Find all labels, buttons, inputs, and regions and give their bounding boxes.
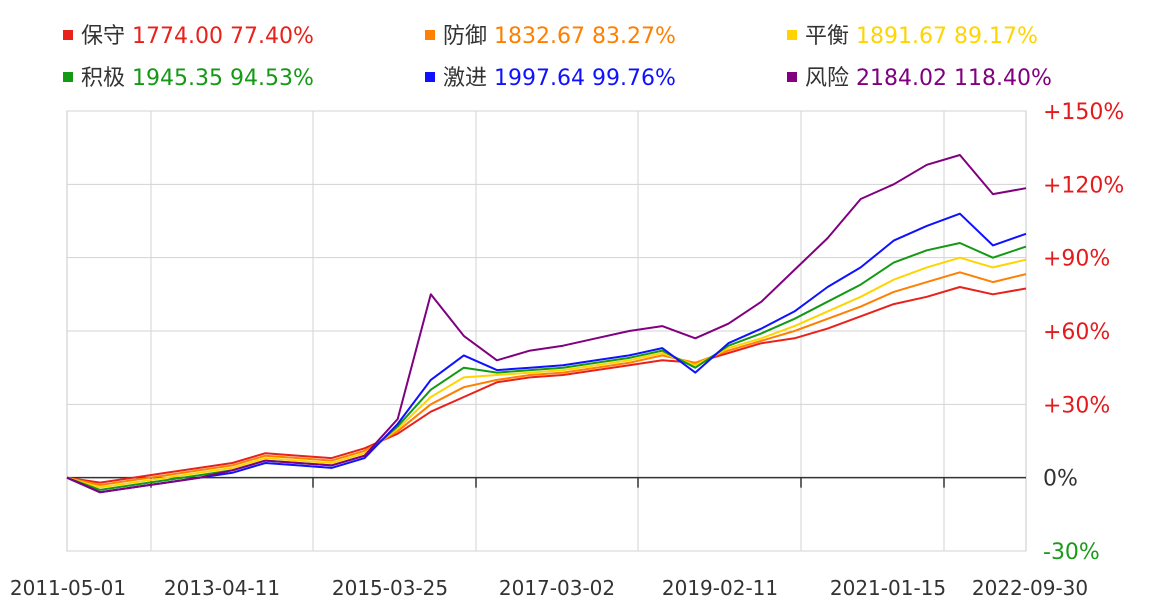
legend-swatch <box>425 72 435 82</box>
x-tick-label: 2021-01-15 <box>830 576 946 600</box>
legend-swatch <box>787 30 797 40</box>
y-tick-label: 0% <box>1043 467 1078 492</box>
legend-series-value: 1945.35 94.53% <box>125 66 314 91</box>
legend-item: 积极 1945.35 94.53% <box>63 60 314 92</box>
legend-item: 保守 1774.00 77.40% <box>63 18 314 50</box>
y-tick-label: +120% <box>1043 173 1124 198</box>
x-tick-label: 2015-03-25 <box>332 576 448 600</box>
series-line-激进 <box>66 212 1027 494</box>
y-tick-label: +150% <box>1043 100 1124 125</box>
legend-series-value: 2184.02 118.40% <box>849 66 1052 91</box>
legend-series-name: 激进 <box>443 66 488 91</box>
legend-swatch <box>787 72 797 82</box>
legend-item: 防御 1832.67 83.27% <box>425 18 676 50</box>
legend-item: 风险 2184.02 118.40% <box>787 60 1052 92</box>
legend-series-value: 1832.67 83.27% <box>487 24 676 49</box>
series-line-防御 <box>66 271 1027 486</box>
legend-series-value: 1774.00 77.40% <box>125 24 314 49</box>
y-tick-label: +60% <box>1043 320 1110 345</box>
legend-series-value: 1891.67 89.17% <box>849 24 1038 49</box>
legend-swatch <box>425 30 435 40</box>
x-tick-label: 2017-03-02 <box>499 576 615 600</box>
legend-series-name: 风险 <box>805 66 850 91</box>
legend-series-name: 保守 <box>81 24 126 49</box>
legend-item: 平衡 1891.67 89.17% <box>787 18 1038 50</box>
legend-series-name: 平衡 <box>805 24 850 49</box>
legend-swatch <box>63 30 73 40</box>
legend-series-value: 1997.64 99.76% <box>487 66 676 91</box>
legend-series-name: 防御 <box>443 24 488 49</box>
y-tick-label: +30% <box>1043 393 1110 418</box>
chart-legend: 保守 1774.00 77.40% 防御 1832.67 83.27% 平衡 189… <box>0 0 1157 100</box>
series-line-风险 <box>66 154 1027 494</box>
x-tick-label: 2019-02-11 <box>662 576 778 600</box>
x-tick-label: 2013-04-11 <box>164 576 280 600</box>
y-tick-label: +90% <box>1043 247 1110 272</box>
legend-swatch <box>63 72 73 82</box>
x-tick-label: 2011-05-01 <box>10 576 126 600</box>
legend-series-name: 积极 <box>81 66 126 91</box>
series-line-保守 <box>66 286 1027 484</box>
x-tick-label: 2022-09-30 <box>972 576 1088 600</box>
legend-item: 激进 1997.64 99.76% <box>425 60 676 92</box>
y-tick-label: -30% <box>1043 540 1100 565</box>
series-line-平衡 <box>66 256 1027 489</box>
